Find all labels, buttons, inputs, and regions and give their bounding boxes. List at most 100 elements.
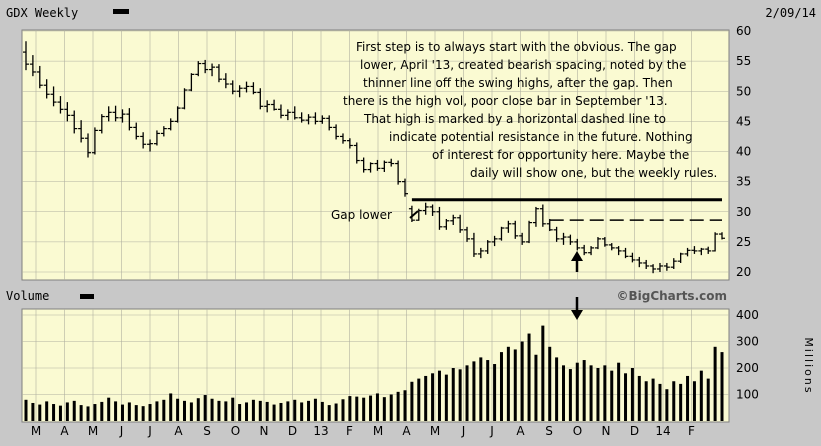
ohlc-bar <box>539 204 546 227</box>
price-gridlines <box>22 30 729 280</box>
volume-bar <box>541 325 545 421</box>
price-tick-label: 30 <box>736 205 751 219</box>
month-tick-label: M <box>430 424 440 438</box>
ohlc-bar <box>622 247 629 259</box>
volume-unit-label: Millions <box>802 337 815 394</box>
volume-bar <box>362 397 366 421</box>
volume-bar <box>513 349 517 421</box>
volume-bar <box>424 375 428 421</box>
ohlc-bar <box>457 214 464 233</box>
ohlc-bar <box>57 96 64 114</box>
volume-bar <box>31 402 35 421</box>
volume-bar <box>334 403 338 421</box>
volume-title: Volume <box>6 289 49 303</box>
legend-swatch-volume <box>80 294 94 299</box>
ohlc-bar <box>367 162 374 173</box>
volume-bar <box>486 360 490 421</box>
volume-bar <box>217 400 221 421</box>
ohlc-bar <box>147 139 154 152</box>
volume-bar <box>665 389 669 421</box>
commentary-line: thinner line off the swing highs, after … <box>363 76 673 90</box>
ohlc-bar <box>650 264 657 274</box>
ohlc-bar <box>581 244 588 256</box>
ohlc-bar <box>388 158 395 167</box>
ohlc-bar <box>133 122 140 140</box>
month-tick-label: M <box>88 424 98 438</box>
ohlc-bar <box>71 110 78 134</box>
ohlc-bar <box>560 232 567 245</box>
volume-bar <box>293 399 297 421</box>
ohlc-bar <box>277 104 284 119</box>
ohlc-bar <box>574 238 581 251</box>
ohlc-bar <box>608 243 615 251</box>
gap-pointer-line <box>409 210 419 219</box>
ohlc-bar <box>601 237 608 247</box>
ohlc-bar <box>291 106 298 120</box>
ohlc-bar <box>719 232 725 240</box>
volume-bar <box>493 364 497 421</box>
volume-bar <box>134 405 138 421</box>
volume-bar <box>520 341 524 421</box>
month-tick-label: N <box>260 424 269 438</box>
ohlc-bar <box>705 246 712 254</box>
volume-bar <box>307 400 311 421</box>
ohlc-bar <box>85 133 92 158</box>
ohlc-bar <box>236 85 243 98</box>
bigcharts-watermark: ©BigCharts.com <box>616 289 727 303</box>
ohlc-bar <box>519 232 526 245</box>
volume-bar <box>437 370 441 421</box>
ohlc-bar <box>381 160 388 172</box>
volume-bar <box>403 390 407 421</box>
commentary-line: First step is to always start with the o… <box>356 40 677 54</box>
volume-bar <box>534 354 538 421</box>
volume-bar <box>651 378 655 421</box>
ohlc-bar <box>477 247 484 259</box>
volume-bar <box>196 398 200 421</box>
ohlc-bar <box>271 99 278 111</box>
ohlc-bar <box>181 88 188 110</box>
ohlc-bar <box>43 79 50 99</box>
volume-bar <box>575 362 579 421</box>
ohlc-bar <box>36 65 43 89</box>
ohlc-bar <box>470 232 477 257</box>
volume-bar <box>382 397 386 421</box>
volume-bar <box>148 404 152 421</box>
volume-tick-label: 400 <box>736 308 759 322</box>
volume-bar <box>38 404 42 421</box>
volume-bar <box>562 365 566 421</box>
month-tick-label: 13 <box>313 424 328 438</box>
volume-bar <box>555 357 559 421</box>
volume-bar <box>499 352 503 421</box>
commentary-line: indicate potential resistance in the fut… <box>389 130 693 144</box>
volume-bar <box>582 360 586 421</box>
commentary-line: there is the high vol, poor close bar in… <box>343 94 668 108</box>
volume-bar <box>86 406 90 421</box>
ohlc-bar <box>305 114 312 125</box>
ohlc-bar <box>712 232 719 252</box>
volume-bar <box>720 352 724 421</box>
volume-bar <box>548 346 552 421</box>
ohlc-bar <box>629 252 636 263</box>
ohlc-bar <box>333 124 340 140</box>
commentary-line: of interest for opportunity here. Maybe … <box>432 148 689 162</box>
volume-bar <box>127 402 131 421</box>
ohlc-bar <box>188 73 195 92</box>
month-tick-label: D <box>630 424 639 438</box>
ohlc-bar <box>326 115 333 131</box>
volume-bar <box>45 401 49 421</box>
volume-bar <box>410 381 414 421</box>
ohlc-bar <box>126 108 133 131</box>
month-tick-label: A <box>516 424 525 438</box>
ohlc-bar <box>532 206 539 227</box>
ohlc-bar <box>436 206 443 230</box>
ohlc-bar <box>215 64 222 83</box>
ohlc-bar <box>526 220 533 244</box>
month-tick-label: O <box>231 424 240 438</box>
ohlc-bar <box>429 204 436 216</box>
ohlc-bar <box>677 252 684 263</box>
ohlc-bar <box>546 218 553 232</box>
ohlc-bar <box>98 114 105 134</box>
month-tick-label: M <box>31 424 41 438</box>
ohlc-bar <box>443 218 450 230</box>
